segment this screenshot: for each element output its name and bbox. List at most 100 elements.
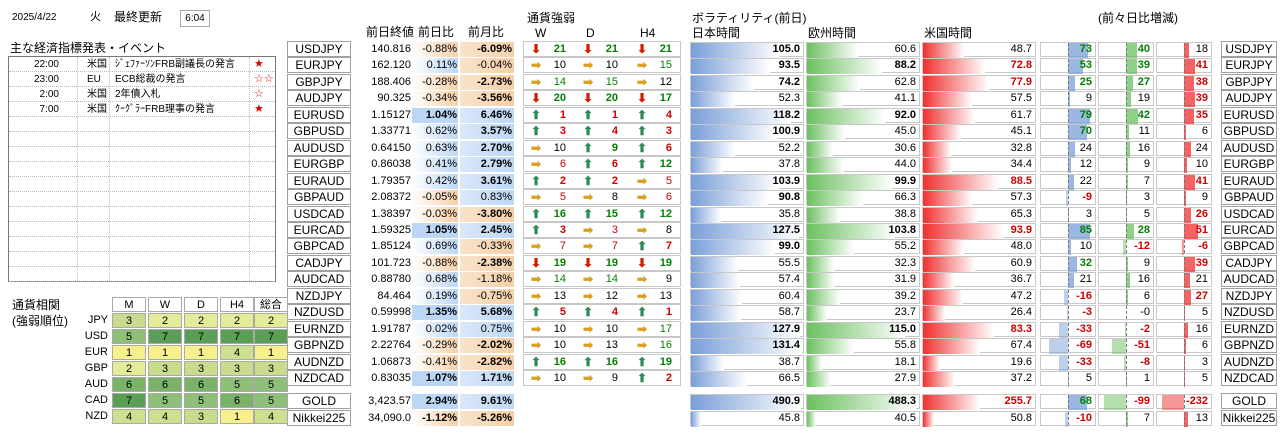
strength-arrow-icon: ➡ (530, 371, 542, 385)
pair-label-right[interactable]: EURNZD (1221, 321, 1277, 337)
strength-row-bg (523, 321, 681, 337)
pair-label-right[interactable]: GBPCAD (1221, 238, 1277, 254)
strength-rank: 7 (665, 240, 672, 252)
pair-label-left[interactable]: EURCAD (287, 222, 351, 238)
pair-label-right[interactable]: EURJPY (1221, 57, 1277, 73)
pair-label-right[interactable]: USDCAD (1221, 206, 1277, 222)
pair-label-right[interactable]: EURCAD (1221, 222, 1277, 238)
pair-label-right[interactable]: AUDNZD (1221, 354, 1277, 370)
pair-label-right[interactable]: EURUSD (1221, 107, 1277, 123)
pair-label-right[interactable]: GBPNZD (1221, 337, 1277, 353)
day-bg (412, 272, 458, 287)
pair-label-left[interactable]: EURAUD (287, 173, 351, 189)
chg-axis (1068, 339, 1069, 352)
day-bg (412, 108, 458, 123)
pair-label-right[interactable]: NZDJPY (1221, 288, 1277, 304)
pair-label-left[interactable]: EURUSD (287, 107, 351, 123)
pair-label-right[interactable]: AUDJPY (1221, 90, 1277, 106)
strength-row-bg (523, 189, 681, 205)
vol-bar-bg (806, 256, 920, 271)
vol-bar (807, 158, 845, 173)
corr-currency: NZD (76, 409, 112, 424)
vol-bar (807, 175, 892, 190)
month-bg (460, 75, 514, 90)
vol-bar (923, 208, 979, 223)
pair-label-right[interactable]: GBPAUD (1221, 189, 1277, 205)
pair-label-left[interactable]: USDJPY (287, 41, 351, 57)
pair-label-right[interactable]: AUDCAD (1221, 271, 1277, 287)
chg-value: 9 (1143, 257, 1150, 269)
pair-label-right[interactable]: Nikkei225 (1221, 410, 1277, 426)
pair-label-left[interactable]: AUDJPY (287, 90, 351, 106)
pair-label-left[interactable]: NZDUSD (287, 304, 351, 320)
pair-label-left[interactable]: GOLD (287, 393, 351, 409)
close-value: 3,423.57 (368, 395, 411, 407)
pair-label-right[interactable]: NZDUSD (1221, 304, 1277, 320)
chg-value: 51 (1195, 224, 1208, 236)
pair-label-left[interactable]: GBPAUD (287, 189, 351, 205)
pair-label-left[interactable]: CADJPY (287, 255, 351, 271)
chg-bar (1068, 76, 1075, 91)
event-time: 7:00 (39, 104, 59, 115)
pair-label-right[interactable]: GOLD (1221, 393, 1277, 409)
vol-bar (923, 125, 962, 140)
chg-value: -99 (1134, 395, 1150, 407)
chg-value: 35 (1195, 109, 1208, 121)
pair-label-right[interactable]: EURAUD (1221, 173, 1277, 189)
pair-label-right[interactable]: AUDUSD (1221, 140, 1277, 156)
chg-bar (1126, 92, 1132, 107)
pair-label-left[interactable]: GBPCAD (287, 238, 351, 254)
pair-label-left[interactable]: AUDUSD (287, 140, 351, 156)
events-divider (77, 57, 78, 281)
chg-bar (1068, 395, 1087, 410)
chg-bar (1184, 290, 1192, 305)
chg-axis (1126, 356, 1127, 369)
chg-bar (1126, 158, 1129, 173)
strength-arrow-icon: ➡ (636, 289, 648, 303)
vol-bar (923, 43, 965, 58)
day-change: 0.42% (425, 175, 457, 187)
pair-label-right[interactable]: CADJPY (1221, 255, 1277, 271)
corr-rank: 7 (220, 329, 254, 344)
vol-value: 127.5 (772, 224, 800, 236)
chg-value: 25 (1079, 76, 1092, 88)
pair-label-right[interactable]: GBPUSD (1221, 123, 1277, 139)
pair-label-left[interactable]: Nikkei225 (287, 410, 351, 426)
chg-value: 6 (1201, 339, 1208, 351)
vol-value: 55.8 (894, 339, 916, 351)
pair-label-right[interactable]: GBPJPY (1221, 74, 1277, 90)
pair-label-left[interactable]: EURJPY (287, 57, 351, 73)
pair-label-left[interactable]: GBPNZD (287, 337, 351, 353)
vol-bar (807, 43, 859, 58)
pair-label-right[interactable]: NZDCAD (1221, 370, 1277, 386)
chg-bar (1065, 412, 1068, 427)
pair-label-right[interactable]: USDJPY (1221, 41, 1277, 57)
corr-currency: EUR (76, 345, 112, 360)
pair-label-left[interactable]: EURGBP (287, 156, 351, 172)
pair-label-left[interactable]: AUDCAD (287, 271, 351, 287)
month-bg (460, 394, 514, 409)
close-value: 84.464 (377, 290, 411, 302)
pair-label-left[interactable]: NZDCAD (287, 370, 351, 386)
vol-bar (691, 372, 748, 387)
vol-bar (807, 372, 831, 387)
month-bg (460, 371, 514, 386)
chg-bar (1184, 109, 1194, 124)
pair-label-left[interactable]: GBPJPY (287, 74, 351, 90)
corr-rank: 7 (112, 393, 146, 408)
pair-label-left[interactable]: GBPUSD (287, 123, 351, 139)
strength-row-bg (523, 57, 681, 73)
event-country: EU (87, 74, 101, 85)
update-time: 6:04 (180, 10, 210, 27)
col-vol: ボラティリティ(前日) (692, 11, 807, 25)
vol-value: 57.5 (1010, 92, 1032, 104)
pair-label-left[interactable]: AUDNZD (287, 354, 351, 370)
chg-value: -2 (1140, 323, 1150, 335)
pair-label-right[interactable]: EURGBP (1221, 156, 1277, 172)
pair-label-left[interactable]: USDCAD (287, 206, 351, 222)
strength-arrow-icon: ➡ (582, 75, 594, 89)
strength-arrow-icon: ➡ (530, 272, 542, 286)
pair-label-left[interactable]: NZDJPY (287, 288, 351, 304)
pair-label-left[interactable]: EURNZD (287, 321, 351, 337)
vol-bar (923, 175, 999, 190)
